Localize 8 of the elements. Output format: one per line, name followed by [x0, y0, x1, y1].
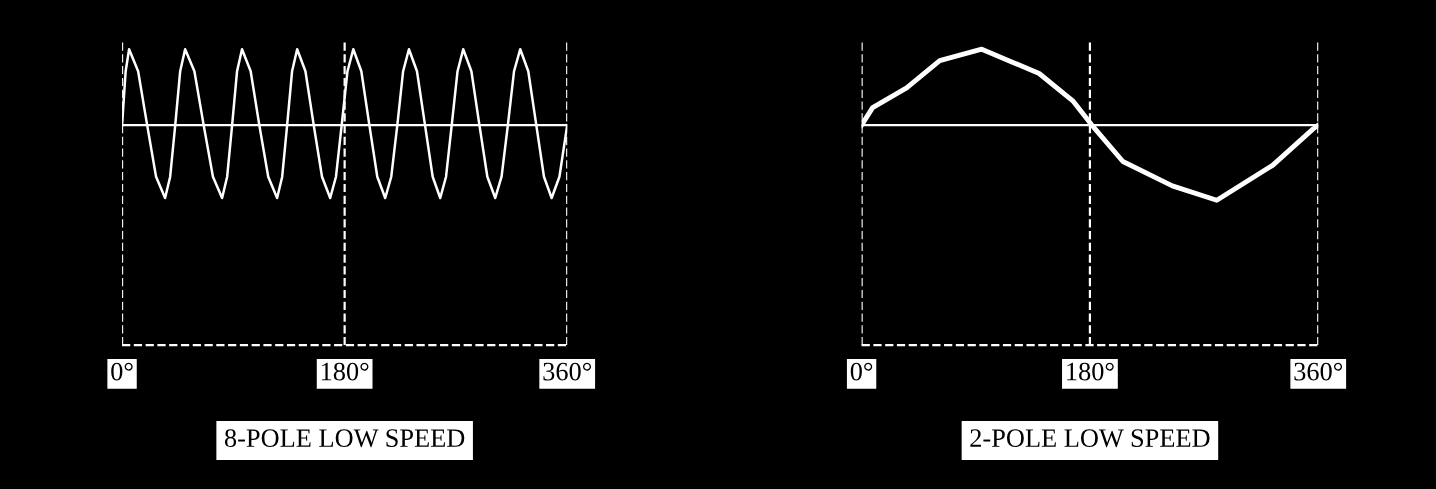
x-tick-label: 180°	[1067, 362, 1114, 381]
text: 2-POLE LOW SPEED	[970, 429, 1210, 448]
x-tick-label: 360°	[1294, 362, 1343, 381]
text: 8-POLE LOW SPEED	[224, 429, 465, 448]
x-tick-label: 0°	[850, 362, 873, 381]
x-tick-label: 180°	[321, 362, 369, 381]
x-tick-label: 0°	[111, 362, 133, 381]
x-tick-label: 360°	[543, 362, 591, 381]
